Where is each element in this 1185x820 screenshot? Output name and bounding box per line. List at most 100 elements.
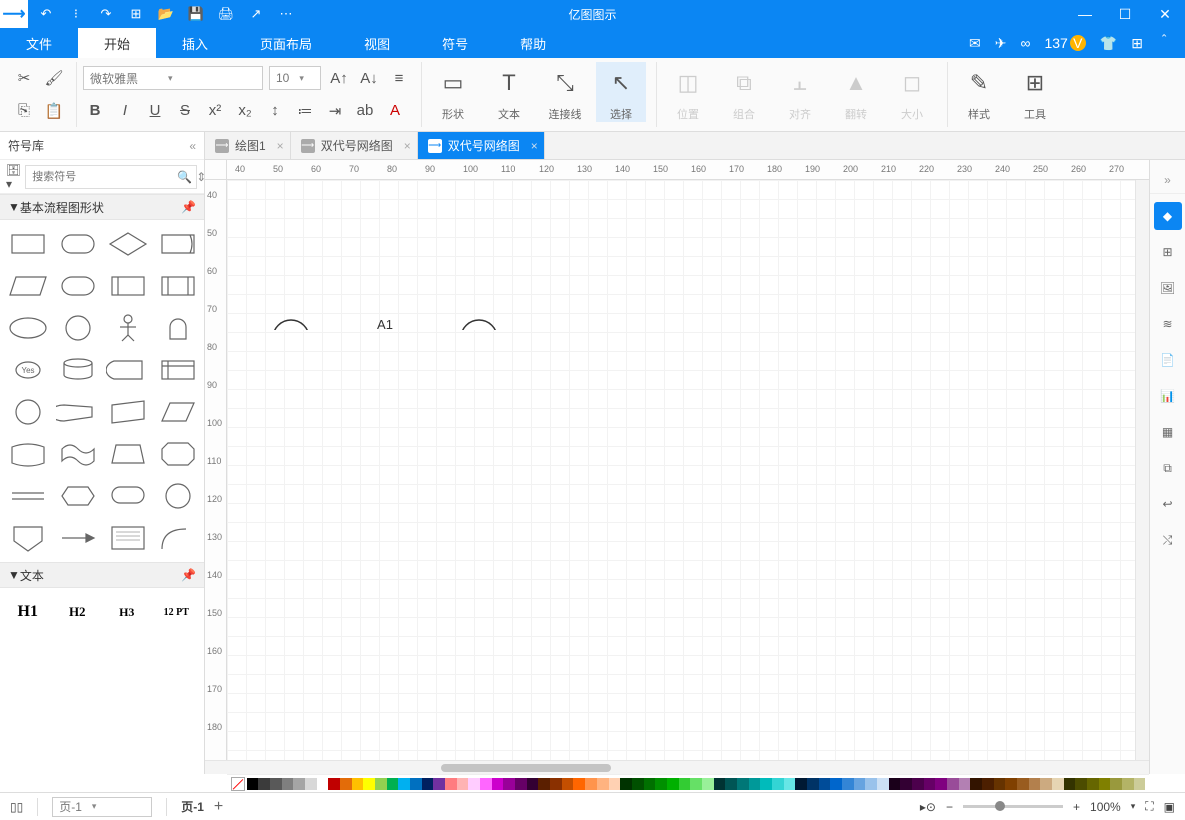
fit-page-icon[interactable]: ⛶ [1145,799,1153,814]
color-swatch[interactable] [970,778,982,790]
qat-button[interactable]: ⁝ [66,4,86,24]
presentation-icon[interactable]: ▸⊙ [920,800,936,814]
text-category-header[interactable]: ▼ 文本📌 [0,562,204,588]
shape-item[interactable] [56,520,100,556]
color-swatch[interactable] [644,778,656,790]
zoom-knob[interactable] [995,801,1005,811]
chart-panel-icon[interactable]: 📊 [1154,382,1182,410]
qat-button[interactable]: 📂 [156,4,176,24]
symbol-search-input[interactable] [25,165,197,189]
color-swatch[interactable] [597,778,609,790]
bold-icon[interactable]: B [83,99,107,123]
shape-category-header[interactable]: ▼ 基本流程图形状📌 [0,194,204,220]
shape-item[interactable] [6,268,50,304]
apps-icon[interactable]: ⊞ [1131,35,1143,52]
shape-item[interactable] [156,478,200,514]
color-swatch[interactable] [422,778,434,790]
document-tab[interactable]: ⟶双代号网络图× [418,132,545,159]
qat-button[interactable]: ↗ [246,4,266,24]
qat-button[interactable]: ↷ [96,4,116,24]
color-swatch[interactable] [714,778,726,790]
ribbon-button-连接线[interactable]: ⤡连接线 [540,62,590,122]
cut-icon[interactable]: ✂ [12,66,36,90]
color-swatch[interactable] [807,778,819,790]
color-swatch[interactable] [1052,778,1064,790]
maximize-button[interactable]: ☐ [1105,0,1145,28]
color-swatch[interactable] [363,778,375,790]
shape-item[interactable] [156,352,200,388]
color-swatch[interactable] [1075,778,1087,790]
color-swatch[interactable] [1064,778,1076,790]
color-swatch[interactable] [515,778,527,790]
line-spacing-icon[interactable]: ↕ [263,99,287,123]
fit-width-icon[interactable]: ▣ [1164,800,1175,814]
qat-button[interactable]: 💾 [186,4,206,24]
zoom-slider[interactable] [963,805,1063,808]
color-swatch[interactable] [492,778,504,790]
bullet-list-icon[interactable]: ≔ [293,99,317,123]
ribbon-button-形状[interactable]: ▭形状 [428,62,478,122]
no-fill-swatch[interactable] [231,777,245,791]
color-swatch[interactable] [352,778,364,790]
text-transform-icon[interactable]: ab [353,99,377,123]
panel-collapse-icon[interactable]: « [189,139,196,153]
color-swatch[interactable] [538,778,550,790]
menu-tab[interactable]: 帮助 [494,28,572,58]
color-swatch[interactable] [258,778,270,790]
color-swatch[interactable] [784,778,796,790]
strikethrough-icon[interactable]: S [173,99,197,123]
shape-item[interactable] [156,394,200,430]
color-swatch[interactable] [877,778,889,790]
color-swatch[interactable] [655,778,667,790]
color-swatch[interactable] [410,778,422,790]
qat-button[interactable]: ⊞ [126,4,146,24]
color-swatch[interactable] [935,778,947,790]
shape-item[interactable] [56,268,100,304]
vertical-scrollbar[interactable] [1135,180,1149,760]
qat-button[interactable]: ↶ [36,4,56,24]
shape-item[interactable] [156,310,200,346]
page-tab[interactable]: 页-1 [181,798,204,815]
app-logo[interactable]: ⟶ [0,0,28,28]
color-swatch[interactable] [1005,778,1017,790]
menu-tab[interactable]: 符号 [416,28,494,58]
color-swatch[interactable] [503,778,515,790]
color-swatch[interactable] [550,778,562,790]
shape-item[interactable] [56,436,100,472]
diagram-node[interactable] [461,320,497,330]
color-swatch[interactable] [702,778,714,790]
ribbon-button-选择[interactable]: ↖选择 [596,62,646,122]
color-swatch[interactable] [1087,778,1099,790]
color-swatch[interactable] [749,778,761,790]
color-swatch[interactable] [620,778,632,790]
color-swatch[interactable] [317,778,329,790]
shape-item[interactable] [156,520,200,556]
qat-button[interactable]: 🖨 [216,4,236,24]
menu-tab[interactable]: 插入 [156,28,234,58]
document-tab[interactable]: ⟶绘图1× [205,132,291,159]
color-swatch[interactable] [830,778,842,790]
shape-item[interactable] [106,226,150,262]
color-swatch[interactable] [982,778,994,790]
color-swatch[interactable] [924,778,936,790]
menu-tab[interactable]: 文件 [0,28,78,58]
theme-icon[interactable]: 👕 [1100,35,1117,52]
pin-icon[interactable]: 📌 [181,568,196,582]
font-family-select[interactable]: 微软雅黑▾ [83,66,263,90]
color-swatch[interactable] [725,778,737,790]
timeline-panel-icon[interactable]: ⧉ [1154,454,1182,482]
layers-panel-icon[interactable]: ≋ [1154,310,1182,338]
superscript-icon[interactable]: x² [203,99,227,123]
italic-icon[interactable]: I [113,99,137,123]
scrollbar-thumb[interactable] [441,764,611,772]
color-swatch[interactable] [1017,778,1029,790]
wrap-panel-icon[interactable]: ↩ [1154,490,1182,518]
shape-item[interactable] [156,436,200,472]
color-swatch[interactable] [247,778,259,790]
font-size-select[interactable]: 10▾ [269,66,321,90]
color-swatch[interactable] [293,778,305,790]
points-badge[interactable]: 137V [1044,35,1085,51]
close-tab-icon[interactable]: × [531,139,538,153]
color-swatch[interactable] [387,778,399,790]
color-swatch[interactable] [445,778,457,790]
